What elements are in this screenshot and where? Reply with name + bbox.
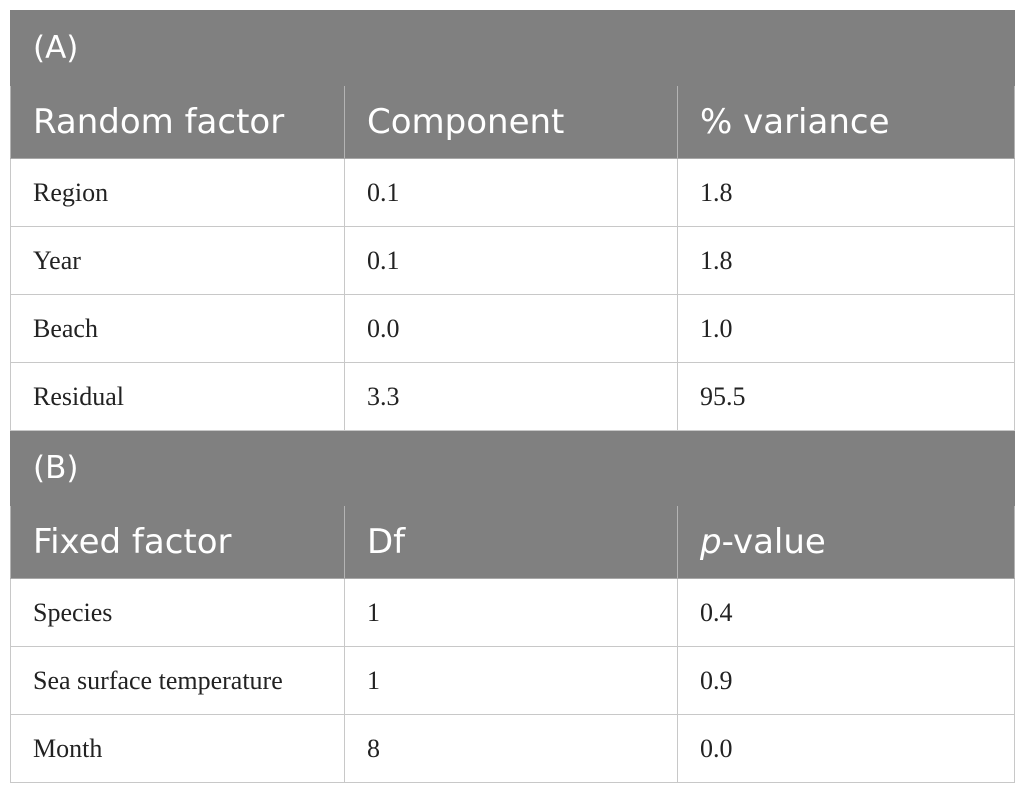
table-row: Region 0.1 1.8	[10, 158, 1016, 227]
cell-df: 1	[344, 578, 678, 647]
table-row: Year 0.1 1.8	[10, 226, 1016, 295]
table-row: Residual 3.3 95.5	[10, 362, 1016, 431]
column-header-df: Df	[344, 505, 678, 579]
cell-df: 1	[344, 646, 678, 715]
column-header-fixed-factor: Fixed factor	[10, 505, 345, 579]
column-header-percent-variance: % variance	[676, 85, 1016, 159]
cell-variance: 1.8	[676, 158, 1016, 227]
table-row: Species 1 0.4	[10, 578, 1016, 647]
cell-factor: Year	[10, 226, 345, 295]
cell-factor: Residual	[10, 362, 345, 431]
cell-p-value: 0.4	[676, 578, 1016, 647]
cell-factor: Sea surface temperature	[10, 646, 345, 715]
cell-p-value: 0.9	[676, 646, 1016, 715]
cell-df: 8	[344, 714, 678, 783]
cell-component: 3.3	[344, 362, 678, 431]
section-a-header-row: Random factor Component % variance	[10, 85, 1016, 159]
cell-variance: 95.5	[676, 362, 1016, 431]
table-row: Month 8 0.0	[10, 714, 1016, 783]
cell-component: 0.1	[344, 158, 678, 227]
table-row: Sea surface temperature 1 0.9	[10, 646, 1016, 715]
section-a-label-row: (A)	[9, 10, 1016, 86]
section-b-label: (B)	[9, 430, 1016, 506]
column-header-random-factor: Random factor	[10, 85, 345, 159]
cell-component: 0.1	[344, 226, 678, 295]
p-value-suffix: -value	[721, 522, 826, 562]
section-b-label-row: (B)	[9, 430, 1016, 506]
cell-factor: Month	[10, 714, 345, 783]
p-value-italic-p: p	[700, 522, 722, 562]
cell-p-value: 0.0	[676, 714, 1016, 783]
results-table-container: (A) Random factor Component % variance R…	[9, 10, 1016, 783]
cell-factor: Species	[10, 578, 345, 647]
column-header-p-value: p-value	[676, 505, 1016, 579]
cell-factor: Region	[10, 158, 345, 227]
column-header-component: Component	[344, 85, 678, 159]
section-a-label: (A)	[9, 10, 1016, 86]
cell-variance: 1.8	[676, 226, 1016, 295]
cell-component: 0.0	[344, 294, 678, 363]
section-b-header-row: Fixed factor Df p-value	[10, 505, 1016, 579]
results-table: (A) Random factor Component % variance R…	[9, 10, 1016, 783]
cell-factor: Beach	[10, 294, 345, 363]
cell-variance: 1.0	[676, 294, 1016, 363]
table-row: Beach 0.0 1.0	[10, 294, 1016, 363]
